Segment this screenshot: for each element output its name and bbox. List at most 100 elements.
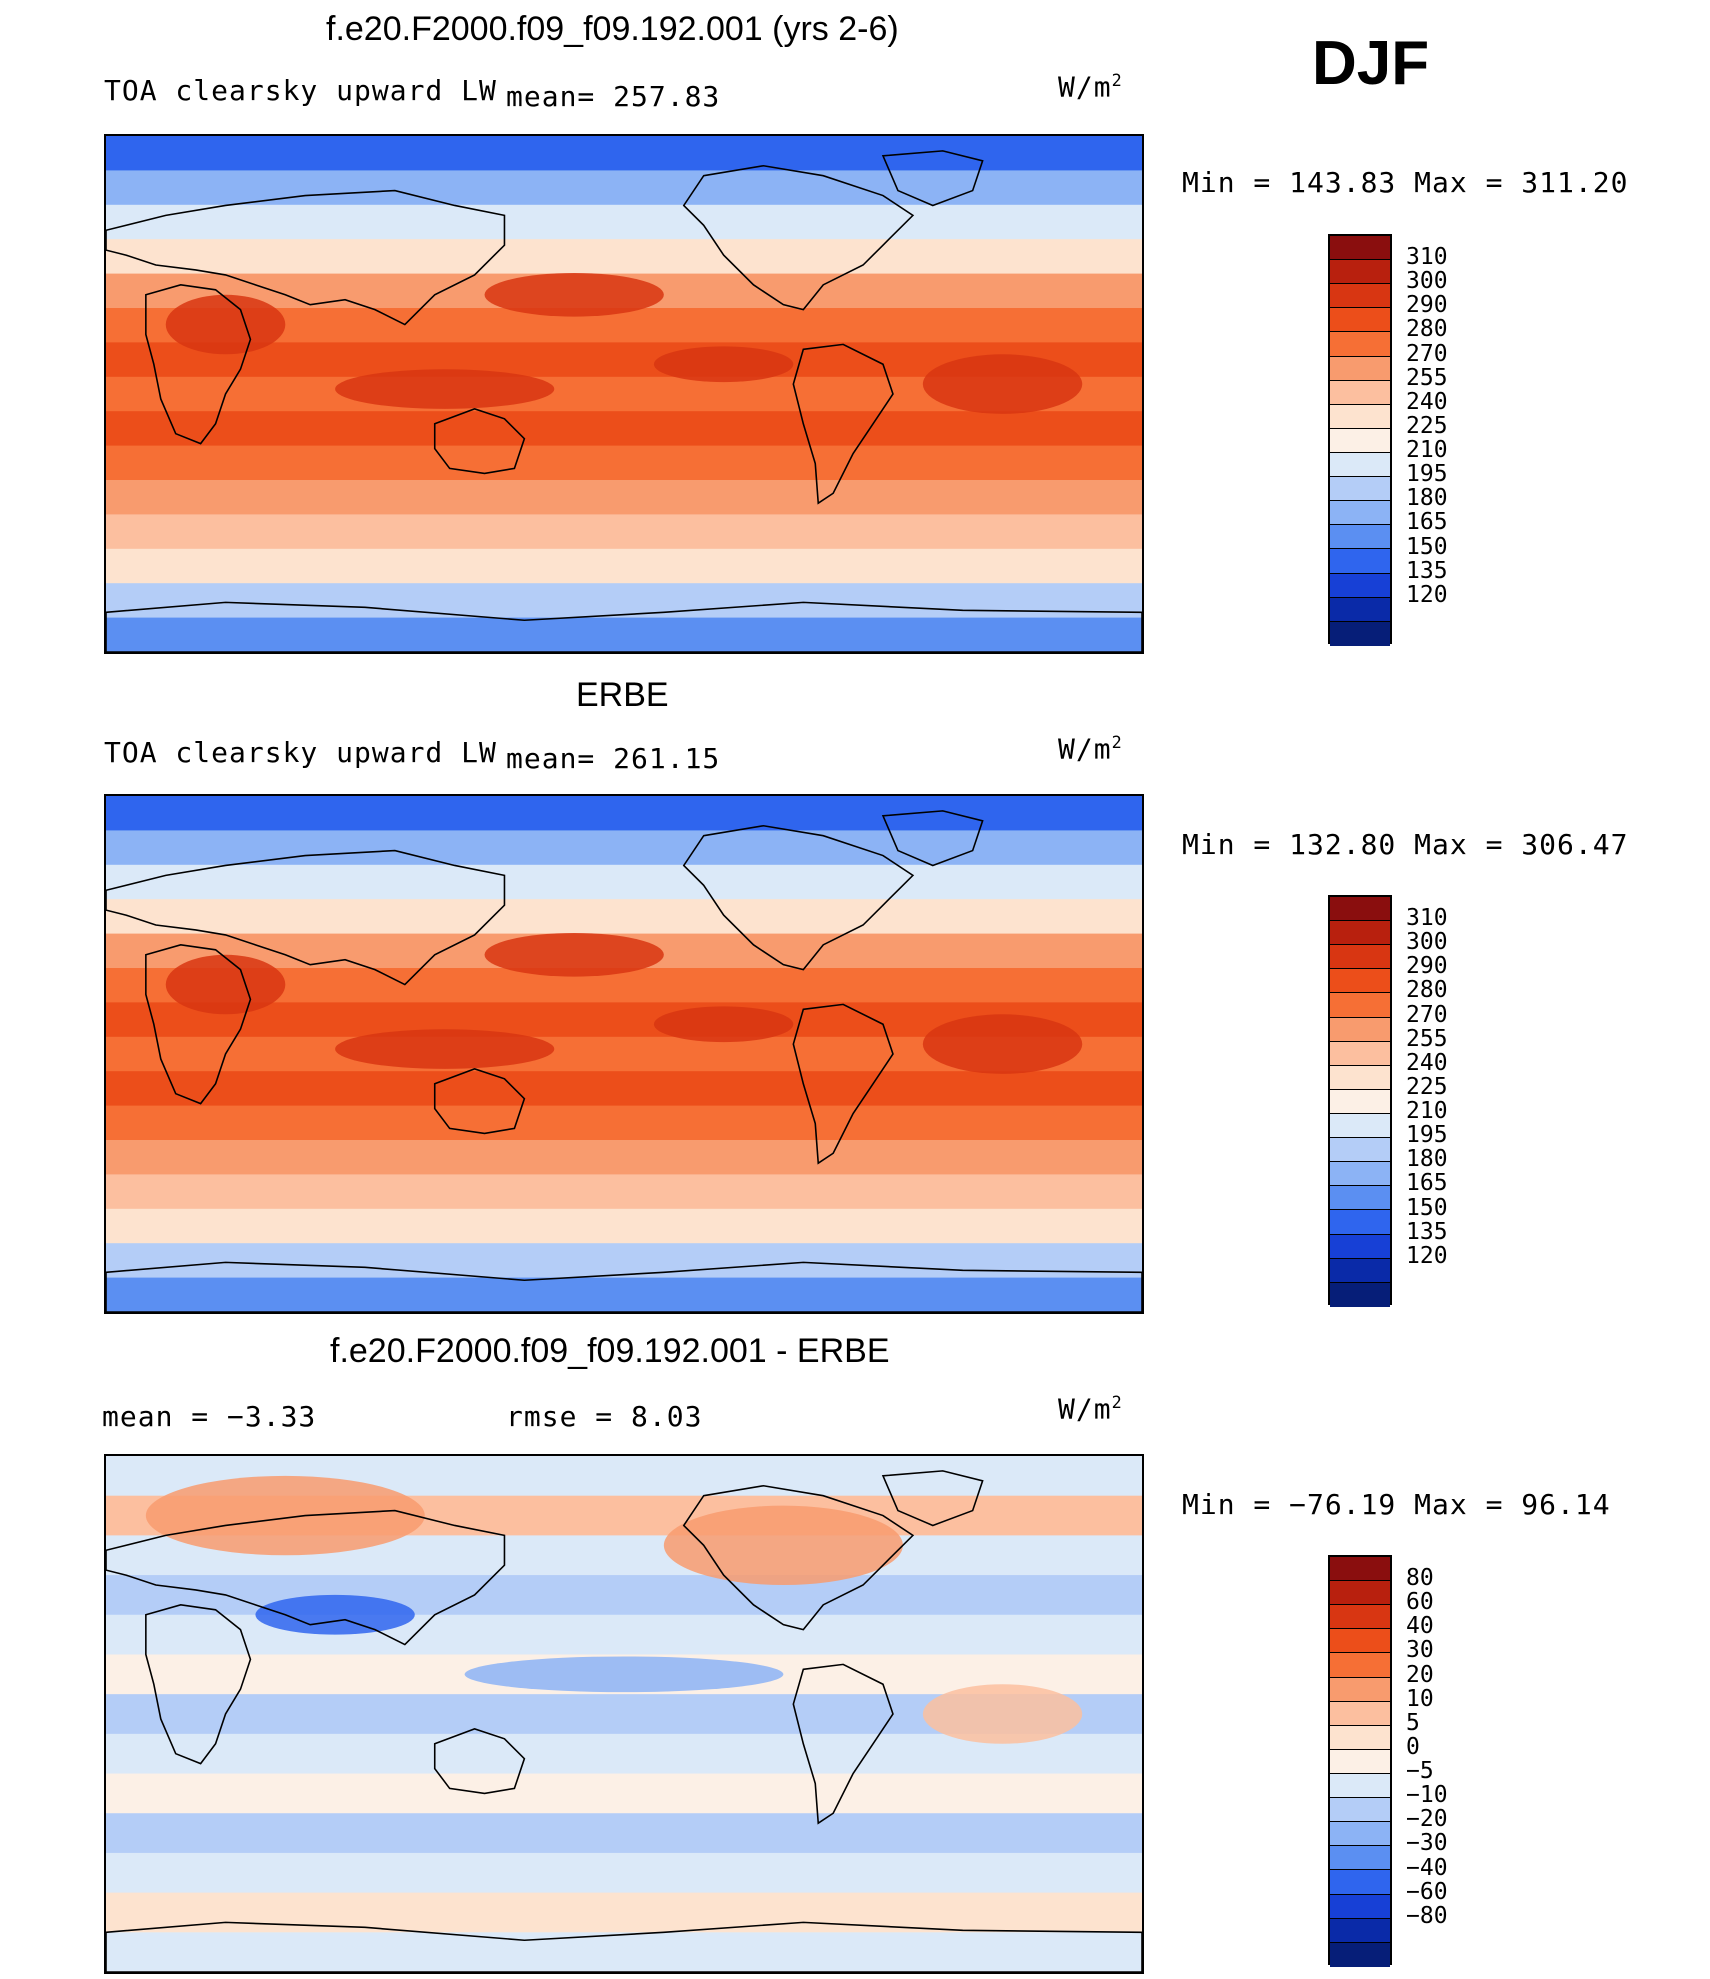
colorbar-tick-label: 20	[1406, 1661, 1434, 1688]
panel-1-units: W/m2	[1058, 70, 1123, 104]
panel-3-minmax: Min = −76.19 Max = 96.14	[1182, 1488, 1611, 1521]
colorbar-swatch	[1330, 1234, 1390, 1259]
colorbar-tick-label: −40	[1406, 1854, 1448, 1881]
colorbar-swatch	[1330, 1581, 1390, 1606]
colorbar-swatch	[1330, 1846, 1390, 1871]
panel-1-colorbar	[1328, 234, 1392, 646]
colorbar-tick-label: 240	[1406, 388, 1448, 415]
colorbar-swatch	[1330, 621, 1390, 646]
colorbar-swatch	[1330, 428, 1390, 453]
colorbar-swatch	[1330, 945, 1390, 970]
colorbar-swatch	[1330, 1557, 1390, 1582]
panel-2-mean-label: mean= 261.15	[506, 742, 721, 775]
colorbar-tick-label: 180	[1406, 1146, 1448, 1173]
colorbar-swatch	[1330, 921, 1390, 946]
panel-3-title: f.e20.F2000.f09_f09.192.001 - ERBE	[330, 1332, 890, 1370]
panel-3-units: W/m2	[1058, 1392, 1123, 1426]
colorbar-tick-label: 60	[1406, 1589, 1434, 1616]
colorbar-tick-label: 120	[1406, 581, 1448, 608]
colorbar-tick-label: −10	[1406, 1782, 1448, 1809]
colorbar-swatch	[1330, 380, 1390, 405]
colorbar-swatch	[1330, 1870, 1390, 1895]
colorbar-swatch	[1330, 573, 1390, 598]
colorbar-swatch	[1330, 1210, 1390, 1235]
panel-2-minmax: Min = 132.80 Max = 306.47	[1182, 828, 1629, 861]
colorbar-tick-label: 225	[1406, 412, 1448, 439]
panel-1-map	[104, 134, 1144, 654]
colorbar-swatch	[1330, 1677, 1390, 1702]
colorbar-tick-label: 300	[1406, 268, 1448, 295]
colorbar-swatch	[1330, 1162, 1390, 1187]
colorbar-swatch	[1330, 1942, 1390, 1967]
colorbar-swatch	[1330, 1773, 1390, 1799]
panel-2-title: ERBE	[576, 676, 669, 714]
colorbar-tick-label: 300	[1406, 929, 1448, 956]
panel-1-minmax: Min = 143.83 Max = 311.20	[1182, 166, 1629, 199]
colorbar-tick-label: 0	[1406, 1733, 1420, 1760]
panel-1-map-svg	[106, 136, 1142, 652]
colorbar-swatch	[1330, 1701, 1390, 1726]
colorbar-swatch	[1330, 236, 1390, 261]
colorbar-tick-label: 150	[1406, 533, 1448, 560]
colorbar-tick-label: 150	[1406, 1194, 1448, 1221]
colorbar-swatch	[1330, 1653, 1390, 1678]
panel-3-colorbar	[1328, 1555, 1392, 1967]
colorbar-tick-label: 80	[1406, 1565, 1434, 1592]
panel-3-mean-label: mean = −3.33	[102, 1400, 317, 1433]
colorbar-swatch	[1330, 597, 1390, 622]
colorbar-swatch	[1330, 897, 1390, 922]
colorbar-swatch	[1330, 356, 1390, 381]
colorbar-swatch	[1330, 525, 1390, 550]
colorbar-swatch	[1330, 1041, 1390, 1066]
colorbar-swatch	[1330, 1186, 1390, 1211]
panel-1-variable-label: TOA clearsky upward LW	[104, 74, 497, 107]
colorbar-swatch	[1330, 1822, 1390, 1847]
colorbar-swatch	[1330, 260, 1390, 285]
colorbar-tick-label: 195	[1406, 461, 1448, 488]
colorbar-swatch	[1330, 993, 1390, 1018]
colorbar-swatch	[1330, 1138, 1390, 1163]
colorbar-swatch	[1330, 1725, 1390, 1750]
colorbar-tick-label: 290	[1406, 953, 1448, 980]
colorbar-tick-label: −30	[1406, 1830, 1448, 1857]
colorbar-tick-label: 30	[1406, 1637, 1434, 1664]
colorbar-tick-label: −20	[1406, 1806, 1448, 1833]
colorbar-tick-label: 255	[1406, 1025, 1448, 1052]
colorbar-swatch	[1330, 1282, 1390, 1307]
panel-2-variable-label: TOA clearsky upward LW	[104, 736, 497, 769]
season-label: DJF	[1312, 29, 1430, 98]
colorbar-tick-label: 40	[1406, 1613, 1434, 1640]
colorbar-tick-label: 10	[1406, 1685, 1434, 1712]
colorbar-swatch	[1330, 452, 1390, 478]
colorbar-swatch	[1330, 1798, 1390, 1823]
colorbar-tick-label: 135	[1406, 1218, 1448, 1245]
panel-1-mean-label: mean= 257.83	[506, 80, 721, 113]
colorbar-swatch	[1330, 1258, 1390, 1283]
colorbar-tick-label: 270	[1406, 1001, 1448, 1028]
colorbar-swatch	[1330, 1089, 1390, 1114]
panel-2-map-svg	[106, 796, 1142, 1312]
colorbar-tick-label: 5	[1406, 1709, 1420, 1736]
colorbar-tick-label: −60	[1406, 1878, 1448, 1905]
panel-2-units: W/m2	[1058, 732, 1123, 766]
colorbar-tick-label: −80	[1406, 1902, 1448, 1929]
colorbar-tick-label: 135	[1406, 557, 1448, 584]
colorbar-swatch	[1330, 1017, 1390, 1042]
colorbar-tick-label: 270	[1406, 340, 1448, 367]
colorbar-tick-label: 165	[1406, 509, 1448, 536]
panel-1-title: f.e20.F2000.f09_f09.192.001 (yrs 2-6)	[326, 10, 899, 48]
colorbar-swatch	[1330, 501, 1390, 526]
colorbar-swatch	[1330, 1918, 1390, 1943]
colorbar-swatch	[1330, 308, 1390, 333]
colorbar-swatch	[1330, 549, 1390, 574]
colorbar-swatch	[1330, 969, 1390, 994]
panel-2-colorbar	[1328, 895, 1392, 1307]
colorbar-swatch	[1330, 1065, 1390, 1090]
colorbar-tick-label: 210	[1406, 437, 1448, 464]
colorbar-tick-label: 195	[1406, 1122, 1448, 1149]
colorbar-tick-label: 290	[1406, 292, 1448, 319]
colorbar-tick-label: 255	[1406, 364, 1448, 391]
colorbar-tick-label: 180	[1406, 485, 1448, 512]
colorbar-tick-label: 240	[1406, 1049, 1448, 1076]
colorbar-tick-label: 280	[1406, 977, 1448, 1004]
